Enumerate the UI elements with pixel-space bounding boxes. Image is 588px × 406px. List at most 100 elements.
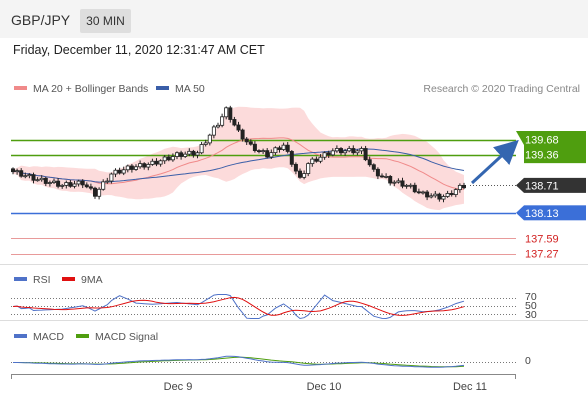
resistance-label-pointer	[516, 131, 524, 145]
candle-body	[158, 160, 163, 165]
candle	[248, 139, 253, 146]
candle	[129, 164, 134, 173]
candle-body	[166, 156, 171, 161]
candle	[375, 167, 380, 180]
candle	[15, 168, 20, 175]
candle	[10, 167, 15, 175]
candle	[183, 151, 188, 158]
candle-body	[109, 173, 114, 182]
candle-body	[326, 152, 331, 156]
candle	[343, 148, 348, 156]
candle-body	[162, 156, 167, 162]
candle	[113, 168, 118, 178]
candle	[109, 172, 114, 184]
candle	[220, 113, 225, 128]
macd-tick-0: 0	[525, 355, 531, 367]
candle-body	[146, 164, 151, 168]
candle-body	[359, 148, 364, 152]
level-label-support: 137.59	[525, 233, 559, 245]
candle-body	[113, 169, 118, 175]
candle	[211, 124, 216, 139]
legend-rsi-ma-swatch	[62, 277, 75, 281]
pivot-label-pointer	[516, 205, 524, 221]
candle-body	[236, 124, 241, 131]
candle	[150, 158, 155, 166]
candle-body	[133, 166, 138, 170]
candle	[56, 178, 61, 189]
candle-body	[269, 152, 274, 158]
candle-body	[224, 107, 229, 118]
candle-body	[80, 180, 85, 186]
candle-body	[248, 141, 253, 145]
candle-body	[252, 143, 257, 152]
candle-body	[154, 160, 159, 165]
candle	[293, 162, 298, 175]
candle	[400, 177, 405, 189]
candle-body	[191, 150, 196, 156]
candle-body	[277, 147, 282, 150]
legend-macd-swatch	[14, 334, 27, 338]
candle-body	[121, 169, 126, 174]
candle-body	[343, 150, 348, 154]
candle-body	[289, 151, 294, 165]
candle	[420, 190, 425, 195]
candle-body	[461, 184, 466, 189]
candle	[23, 172, 28, 179]
rsi-ma-line	[12, 296, 465, 316]
candle	[105, 177, 110, 184]
candle	[281, 142, 286, 151]
candle-body	[375, 168, 380, 177]
candle	[371, 163, 376, 172]
candle-body	[453, 189, 458, 196]
candle	[425, 190, 430, 201]
candle-body	[125, 165, 130, 171]
candle	[252, 141, 257, 153]
candle-body	[318, 156, 323, 162]
candle	[97, 187, 102, 200]
candle	[232, 116, 237, 127]
candle-body	[174, 152, 179, 157]
legend-rsi-ma-label: 9MA	[81, 274, 103, 286]
candle-body	[330, 150, 335, 156]
candle-body	[240, 129, 245, 140]
candle	[261, 148, 266, 154]
candle	[27, 173, 32, 179]
candle-body	[228, 107, 233, 120]
candle	[449, 190, 454, 197]
candle	[154, 158, 159, 167]
candle	[207, 133, 212, 146]
candle-body	[31, 174, 36, 181]
candle	[76, 179, 81, 187]
candle-body	[441, 196, 446, 200]
moving-average-layer	[12, 137, 465, 190]
candle	[170, 153, 175, 162]
candle	[433, 191, 438, 198]
candle-body	[425, 191, 430, 198]
candlestick-series	[10, 105, 466, 203]
candle-body	[379, 175, 384, 178]
candle-body	[35, 179, 40, 182]
candle	[461, 182, 466, 190]
candle	[306, 162, 311, 177]
last-label-pointer	[516, 177, 524, 193]
legend-ma50-label: MA 50	[175, 83, 205, 95]
candle-body	[244, 138, 249, 143]
candle	[240, 128, 245, 142]
last-label-box	[524, 177, 586, 193]
candle-body	[338, 148, 343, 154]
candle-body	[142, 163, 147, 168]
candle	[347, 145, 352, 153]
candle-body	[97, 188, 102, 197]
macd-line	[13, 355, 465, 368]
candle-body	[23, 175, 28, 178]
candle	[289, 150, 294, 167]
candle-body	[215, 124, 220, 128]
candle-body	[170, 156, 175, 161]
candle	[203, 139, 208, 147]
timeframe-button[interactable]: 30 MIN	[80, 9, 131, 33]
price-levels-layer	[11, 139, 516, 255]
candle-body	[416, 191, 421, 194]
candle-body	[400, 180, 405, 187]
candle-body	[256, 150, 261, 153]
candle-body	[232, 119, 237, 126]
